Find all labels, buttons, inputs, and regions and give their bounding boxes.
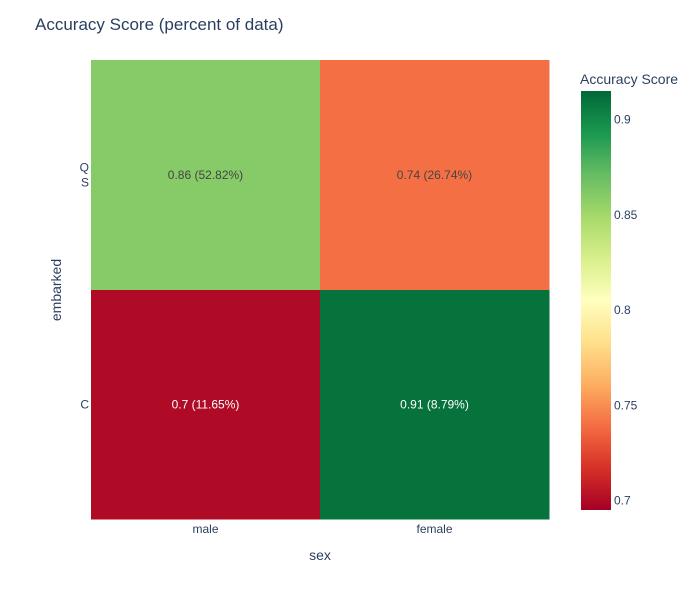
chart-title: Accuracy Score (percent of data) xyxy=(35,15,284,34)
colorbar-tick-label: 0.7 xyxy=(614,493,631,507)
colorbar-ticks: 0.7 0.75 0.8 0.85 0.9 xyxy=(614,113,638,508)
colorbar-tick-label: 0.8 xyxy=(614,303,631,317)
colorbar-tick-label: 0.9 xyxy=(614,113,631,127)
heatmap-cell xyxy=(91,289,321,520)
heatmap-cell-labels: 0.7 (11.65%) 0.91 (8.79%) 0.86 (52.82%) 0.7… xyxy=(168,168,472,412)
y-tick-label: C xyxy=(80,397,89,411)
colorbar-tick-label: 0.75 xyxy=(614,398,638,412)
colorbar-title: Accuracy Score xyxy=(580,71,678,87)
colorbar xyxy=(581,91,611,510)
cell-value-label: 0.74 (26.74%) xyxy=(397,168,472,182)
y-axis-ticks: C QS xyxy=(80,160,90,411)
y-axis-title: embarked xyxy=(48,259,64,321)
heatmap-cell xyxy=(91,60,321,290)
y-tick-label: S xyxy=(81,175,89,189)
x-axis-ticks: male female xyxy=(192,522,452,536)
x-tick-label: female xyxy=(416,522,452,536)
x-axis-title: sex xyxy=(309,547,331,563)
cell-value-label: 0.86 (52.82%) xyxy=(168,168,243,182)
heatmap-cells xyxy=(91,60,550,520)
heatmap-cell xyxy=(320,289,550,520)
cell-value-label: 0.91 (8.79%) xyxy=(400,397,469,411)
x-tick-label: male xyxy=(192,522,218,536)
y-tick-label: Q xyxy=(80,160,89,174)
cell-value-label: 0.7 (11.65%) xyxy=(172,397,240,411)
colorbar-tick-label: 0.85 xyxy=(614,208,638,222)
heatmap-cell xyxy=(320,60,550,290)
